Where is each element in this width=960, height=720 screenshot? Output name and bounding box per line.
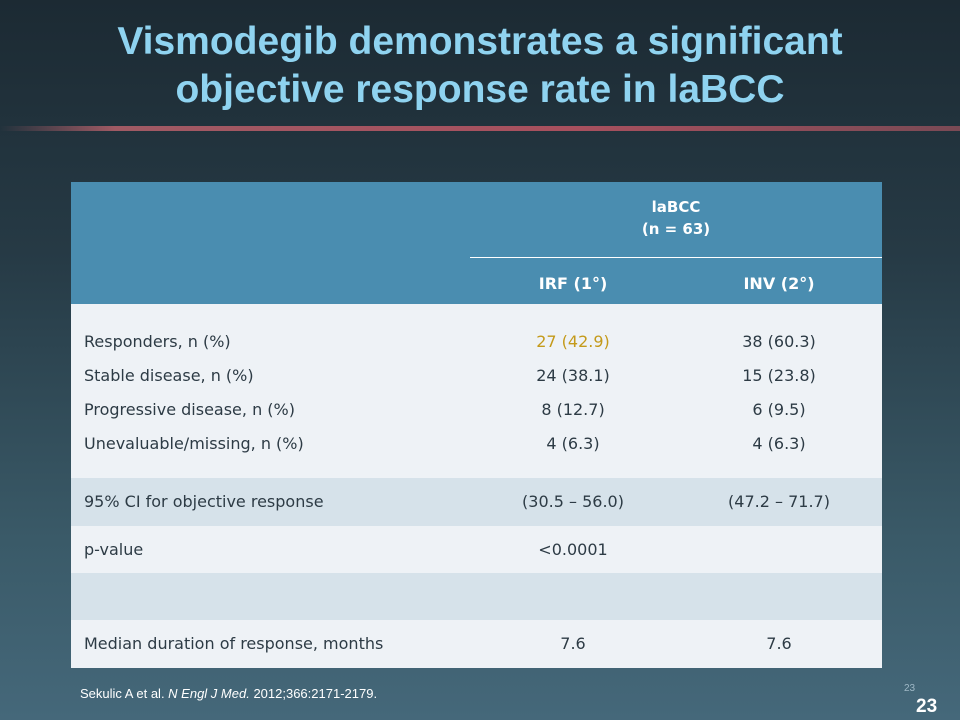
- group-header: laBCC (n = 63): [470, 196, 882, 240]
- row-label: Unevaluable/missing, n (%): [84, 434, 304, 453]
- page-number-large: 23: [916, 696, 938, 717]
- slide-title: Vismodegib demonstrates a significant ob…: [0, 18, 960, 114]
- row-label: Stable disease, n (%): [84, 366, 254, 385]
- duration-row: Median duration of response, months 7.6 …: [71, 620, 882, 668]
- group-header-count: (n = 63): [641, 220, 711, 238]
- ci-irf-value: (30.5 – 56.0): [522, 492, 624, 511]
- group-header-label: laBCC: [651, 198, 701, 216]
- header-divider: [470, 257, 882, 258]
- p-value-irf: <0.0001: [538, 540, 608, 559]
- row-inv-value: 15 (23.8): [742, 366, 816, 385]
- citation-journal: N Engl J Med.: [168, 686, 250, 701]
- column-header-irf: IRF (1°): [538, 274, 608, 293]
- duration-irf-value: 7.6: [560, 634, 586, 653]
- outcome-rows: Responders, n (%) 27 (42.9) 38 (60.3) St…: [71, 304, 882, 478]
- row-inv-value: 4 (6.3): [752, 434, 806, 453]
- duration-label: Median duration of response, months: [84, 634, 384, 653]
- row-irf-value: 24 (38.1): [536, 366, 610, 385]
- ci-row: 95% CI for objective response (30.5 – 56…: [71, 478, 882, 526]
- p-value-row: p-value <0.0001: [71, 526, 882, 573]
- response-table: laBCC (n = 63) IRF (1°) INV (2°) Respond…: [71, 182, 882, 668]
- row-label: Progressive disease, n (%): [84, 400, 295, 419]
- page-number-small: 23: [904, 683, 916, 694]
- row-label: Responders, n (%): [84, 332, 231, 351]
- duration-inv-value: 7.6: [766, 634, 792, 653]
- row-irf-value: 8 (12.7): [541, 400, 605, 419]
- table-header: laBCC (n = 63) IRF (1°) INV (2°): [71, 182, 882, 304]
- ci-label: 95% CI for objective response: [84, 492, 324, 511]
- citation-footnote: Sekulic A et al. N Engl J Med. 2012;366:…: [80, 686, 377, 701]
- ci-inv-value: (47.2 – 71.7): [728, 492, 830, 511]
- title-divider: [0, 126, 960, 131]
- row-irf-value: 4 (6.3): [546, 434, 600, 453]
- citation-author: Sekulic A et al.: [80, 686, 169, 701]
- row-irf-value: 27 (42.9): [536, 332, 610, 351]
- row-inv-value: 38 (60.3): [742, 332, 816, 351]
- slide-title-line-2: objective response rate in laBCC: [175, 68, 785, 111]
- slide-title-line-1: Vismodegib demonstrates a significant: [117, 20, 843, 63]
- citation-details: 2012;366:2171-2179.: [249, 686, 378, 701]
- empty-row: [71, 573, 882, 620]
- p-value-label: p-value: [84, 540, 144, 559]
- column-header-inv: INV (2°): [743, 274, 815, 293]
- row-inv-value: 6 (9.5): [752, 400, 806, 419]
